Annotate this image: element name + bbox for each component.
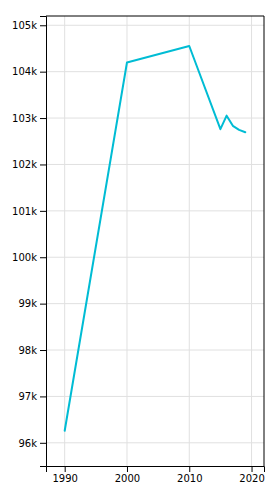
grid-line-y [46, 396, 264, 397]
tick-mark [252, 466, 253, 472]
tick: 104k [12, 66, 46, 77]
tick-label: 101k [12, 206, 37, 217]
tick-label: 97k [18, 391, 37, 402]
tick-label: 2010 [177, 473, 202, 484]
tick: 105k [12, 20, 46, 31]
tick: 96k [18, 438, 46, 449]
tick: 101k [12, 206, 46, 217]
tick: 1990 [52, 466, 77, 484]
line [65, 46, 246, 431]
tick: 102k [12, 159, 46, 170]
tick: 97k [18, 391, 46, 402]
tick-label: 2000 [115, 473, 140, 484]
tick-mark [40, 350, 46, 351]
grid-line-y [46, 257, 264, 258]
tick: 98k [18, 345, 46, 356]
tick-mark [40, 118, 46, 119]
tick-mark [40, 257, 46, 258]
tick: 2000 [115, 466, 140, 484]
tick-mark [40, 304, 46, 305]
tick: 2020 [239, 466, 264, 484]
grid-line-y [46, 164, 264, 165]
tick-label: 1990 [52, 473, 77, 484]
tick-mark [40, 443, 46, 444]
grid-line-x [251, 16, 252, 466]
tick-mark [40, 72, 46, 73]
axis-line [47, 467, 265, 473]
grid [46, 16, 264, 466]
frame-right [264, 16, 265, 466]
tick: 103k [12, 113, 46, 124]
chart: 1990 2000 2010 2020 96k 97k 98k 99k 100k 101k 102k… [0, 0, 280, 500]
tick-mark [40, 164, 46, 165]
tick-mark [40, 25, 46, 26]
tick-label: 99k [18, 298, 37, 309]
marks [65, 46, 246, 431]
tick: 100k [12, 252, 46, 263]
grid-line-y [46, 303, 264, 304]
axis-line [40, 17, 47, 467]
tick-mark [40, 211, 46, 212]
x-axis: 1990 2000 2010 2020 [47, 466, 265, 484]
tick-mark [65, 466, 66, 472]
tick-label: 96k [18, 438, 37, 449]
tick-mark [40, 396, 46, 397]
grid-line-y [46, 442, 264, 443]
tick-label: 103k [12, 113, 37, 124]
tick-label: 102k [12, 159, 37, 170]
frame-top [46, 16, 264, 17]
tick-label: 98k [18, 345, 37, 356]
tick-label: 100k [12, 252, 37, 263]
tick: 2010 [177, 466, 202, 484]
y-axis: 96k 97k 98k 99k 100k 101k 102k 103k 104k 105k [12, 17, 46, 467]
grid-line-x [126, 16, 127, 466]
tick-label: 104k [12, 66, 37, 77]
tick-mark [127, 466, 128, 472]
grid-line-y [46, 71, 264, 72]
grid-line-y [46, 25, 264, 26]
tick-label: 105k [12, 20, 37, 31]
grid-line-y [46, 210, 264, 211]
tick-mark [189, 466, 190, 472]
tick-label: 2020 [239, 473, 264, 484]
grid-line-x [64, 16, 65, 466]
grid-line-x [189, 16, 190, 466]
grid-line-y [46, 118, 264, 119]
tick: 99k [18, 298, 46, 309]
frame [46, 16, 264, 466]
plot: 1990 2000 2010 2020 96k 97k 98k 99k 100k 101k 102k… [12, 16, 265, 484]
